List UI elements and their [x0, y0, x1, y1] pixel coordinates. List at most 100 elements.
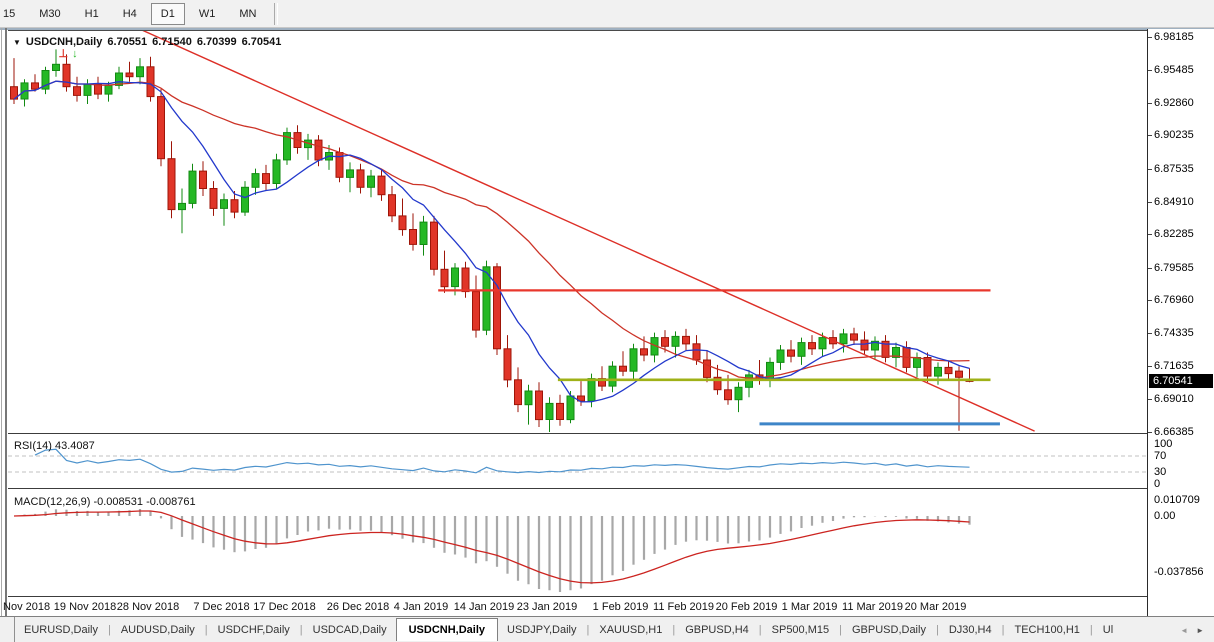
price-tick-label: 6.79585 [1154, 261, 1194, 274]
tab-separator: | [935, 624, 939, 636]
price-tick-label: 6.95485 [1154, 64, 1194, 77]
tab-overflow[interactable]: Ul [1102, 624, 1114, 636]
tab-tech100-h1[interactable]: TECH100,H1 [1014, 624, 1080, 636]
rsi-scale-label: 70 [1154, 449, 1167, 462]
timeframe-toolbar: 15 M30 H1 H4 D1 W1 MN [0, 0, 1214, 28]
tab-separator: | [586, 624, 590, 636]
price-tick [1148, 300, 1152, 302]
price-tick [1148, 201, 1152, 203]
tab-separator: | [672, 624, 676, 636]
toolbar-separator [274, 2, 279, 25]
ohlc-low: 6.70399 [196, 36, 237, 48]
main-chart-panel[interactable] [8, 30, 1147, 435]
tab-eurusd-daily[interactable]: EURUSD,Daily [24, 624, 98, 636]
macd-indicator-label: MACD(12,26,9) -0.008531 -0.008761 [14, 496, 196, 508]
ohlc-open: 6.70551 [107, 36, 148, 48]
rsi-indicator-label: RSI(14) 43.4087 [14, 440, 95, 452]
macd-scale-label: -0.037856 [1154, 566, 1204, 579]
window-left-border [1, 28, 2, 616]
price-tick [1148, 135, 1152, 137]
tabbar-corner [0, 617, 15, 642]
price-tick [1148, 168, 1152, 170]
timeframe-button-h1[interactable]: H1 [84, 7, 99, 20]
timeframe-button-w1[interactable]: W1 [198, 7, 216, 20]
chart-title: ▼ USDCNH,Daily 6.70551 6.71540 6.70399 6.7054… [13, 36, 281, 48]
tab-separator: | [204, 624, 208, 636]
macd-scale-label: 0.010709 [1154, 493, 1200, 506]
date-tick-label: 20 Mar 2019 [904, 601, 967, 613]
price-tick [1148, 332, 1152, 334]
tab-usdcad-daily[interactable]: USDCAD,Daily [312, 624, 387, 636]
rsi-scale-label: 100 [1154, 437, 1173, 450]
tab-scroll-left-icon[interactable]: ◄ [1180, 625, 1189, 635]
tab-scroll-group: ◄ ► [1176, 623, 1214, 638]
price-tick [1148, 431, 1152, 433]
timeframe-button-h4[interactable]: H4 [122, 7, 137, 20]
tab-gbpusd-h4[interactable]: GBPUSD,H4 [685, 624, 749, 636]
chart-symbol-label: USDCNH,Daily [25, 36, 103, 48]
chart-tabbar: EURUSD,Daily | AUDUSD,Daily | USDCHF,Daily | U… [0, 616, 1214, 642]
price-tick [1148, 102, 1152, 104]
price-tick-label: 6.84910 [1154, 195, 1194, 208]
chart-menu-dropdown-icon[interactable]: ▼ [13, 38, 21, 47]
price-tick-label: 6.87535 [1154, 162, 1194, 175]
window-left-border-inner [5, 28, 7, 616]
tab-usdcnh-daily[interactable]: USDCNH,Daily [395, 618, 499, 641]
date-tick-label: 26 Dec 2018 [326, 601, 390, 613]
timeframe-button-m30[interactable]: M30 [39, 7, 61, 20]
tab-gbpusd-daily[interactable]: GBPUSD,Daily [851, 624, 926, 636]
date-tick-label: 14 Jan 2019 [453, 601, 515, 613]
timeframe-button-mn[interactable]: MN [239, 7, 257, 20]
tab-scroll-right-icon[interactable]: ► [1196, 625, 1204, 635]
price-tick-label: 6.69010 [1154, 393, 1194, 406]
date-tick-label: 20 Feb 2019 [715, 601, 778, 613]
price-tick-label: 6.82285 [1154, 228, 1194, 241]
rsi-scale-label: 30 [1154, 465, 1167, 478]
date-tick-label: 19 Nov 2018 [53, 601, 117, 613]
price-tick [1148, 399, 1152, 401]
rsi-panel[interactable] [8, 438, 1147, 488]
timeframe-button-d1[interactable]: D1 [150, 2, 185, 25]
price-tick-label: 6.76960 [1154, 294, 1194, 307]
window-top-border [0, 28, 1214, 30]
price-tick-label: 6.98185 [1154, 30, 1194, 43]
date-tick-label: 9 Nov 2018 [0, 601, 51, 613]
tab-audusd-daily[interactable]: AUDUSD,Daily [120, 624, 195, 636]
price-tick-label: 6.92860 [1154, 96, 1194, 109]
tab-xauusd-h1[interactable]: XAUUSD,H1 [599, 624, 663, 636]
tab-separator: | [758, 624, 762, 636]
date-tick-label: 7 Dec 2018 [193, 601, 250, 613]
date-tick-label: 1 Feb 2019 [592, 601, 649, 613]
tab-separator: | [107, 624, 111, 636]
tab-separator: | [1089, 624, 1093, 636]
timeframe-button-15[interactable]: 15 [3, 7, 16, 20]
ohlc-high: 6.71540 [152, 36, 192, 48]
date-tick-label: 11 Feb 2019 [653, 601, 714, 613]
tab-separator: | [299, 624, 303, 636]
price-axis[interactable]: 6.70541 6.98185 6.95485 6.92860 6.90235 6.87… [1147, 29, 1214, 616]
date-tick-label: 11 Mar 2019 [842, 601, 903, 613]
price-tick [1148, 366, 1152, 368]
current-price-badge: 6.70541 [1149, 373, 1213, 388]
ohlc-close: 6.70541 [241, 36, 282, 48]
tab-usdchf-daily[interactable]: USDCHF,Daily [217, 624, 290, 636]
rsi-scale-label: 0 [1154, 477, 1161, 490]
price-tick [1148, 70, 1152, 72]
macd-panel[interactable] [8, 493, 1147, 597]
price-tick-label: 6.66385 [1154, 425, 1194, 438]
tab-sp500-m15[interactable]: SP500,M15 [771, 624, 830, 636]
tab-dj30-h4[interactable]: DJ30,H4 [948, 624, 992, 636]
tab-separator: | [839, 624, 842, 636]
tab-separator: | [1001, 624, 1005, 636]
tab-usdjpy-daily[interactable]: USDJPY,Daily [507, 624, 577, 636]
date-tick-label: 1 Mar 2019 [781, 601, 838, 613]
price-tick [1148, 36, 1152, 38]
date-tick-label: 4 Jan 2019 [393, 601, 449, 613]
macd-scale-label: 0.00 [1154, 509, 1176, 522]
price-tick [1148, 234, 1152, 236]
date-tick-label: 28 Nov 2018 [116, 601, 180, 613]
price-tick [1148, 267, 1152, 269]
price-tick-label: 6.74335 [1154, 326, 1194, 339]
